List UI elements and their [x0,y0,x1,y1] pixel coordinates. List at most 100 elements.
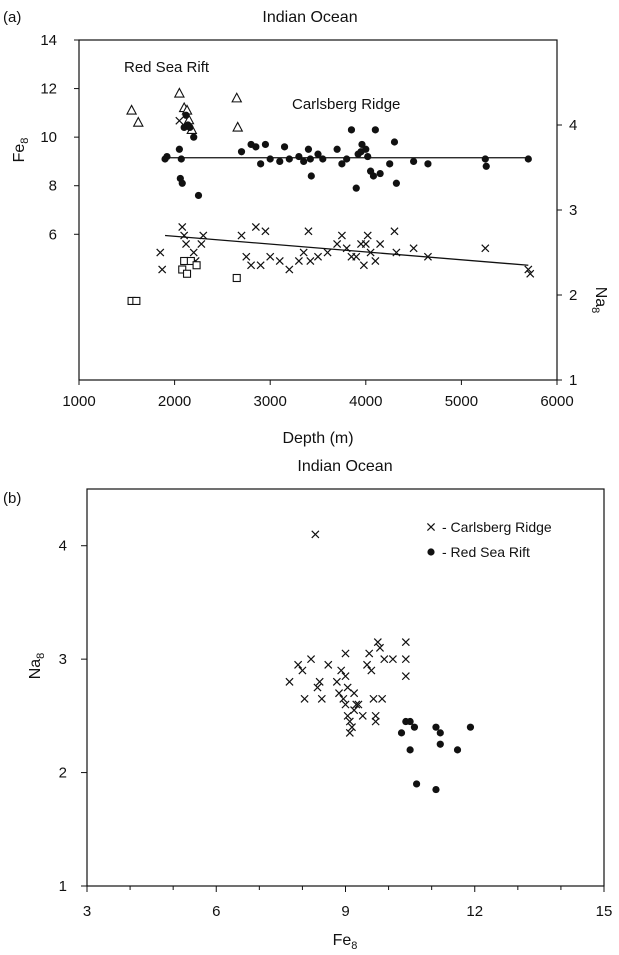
panel-b-point-dot [432,785,440,794]
panel-a-point-dot [300,157,308,166]
panel-a-point-x [247,261,256,270]
legend-label-carlsberg-ridge: - Carlsberg Ridge [442,519,552,535]
panel-b-x-tick-label: 6 [212,903,220,920]
panel-a-left-y-tick-label: 12 [40,81,57,98]
panel-b-point-x [300,694,309,703]
panel-b-point-x [367,666,376,675]
panel-a-trend-line [164,234,529,266]
panel-a-point-x [337,231,346,240]
panel-a-point-x [323,248,332,257]
panel-b-point-x [350,706,359,715]
panel-b-x-tick-label: 12 [466,903,483,920]
panel-a-point-dot [333,145,341,153]
panel-b-point-x [373,638,382,647]
panel-a-point-x [371,256,380,266]
panel-a-trend-lines [164,157,529,266]
panel-a-left-y-tick-label: 14 [40,32,57,49]
panel-a-point-x [294,256,303,266]
legend-marker-shape [427,548,435,556]
panel-a-point-dot [266,155,274,163]
panel-b-point-x [341,672,350,681]
panel-b-y-tick-label: 1 [59,878,67,895]
panel-a-data-points [126,87,535,306]
panel-b-y-tick-label: 3 [59,651,67,668]
panel-b-point-x [341,700,350,709]
panel-a-right-y-tick-label: 3 [569,202,577,219]
panel-b-point-x [332,677,341,686]
panel-a-point-x [242,252,251,261]
panel-b-point-dot [406,717,414,726]
panel-a-point-triangle [126,104,138,115]
panel-b-point-x [363,660,372,669]
panel-b-point-x [335,689,344,698]
panel-a-left-y-tick-label: 6 [49,226,57,243]
panel-b-point-dot [406,746,414,754]
panel-a-point-x [306,256,315,266]
panel-a-point-dot [390,138,399,146]
panel-b-point-x [352,700,361,709]
panel-a-left-y-axis-label: Fe8 [11,138,31,163]
panel-b-point-x [341,649,350,658]
panel-a-x-tick-label: 3000 [254,393,287,410]
panel-a-plot-frame [78,39,558,381]
panel-a-point-triangle [231,92,243,103]
panel-a-point-x [359,261,368,270]
panel-b-y-axis-label: Na8 [27,653,47,680]
panel-b-point-x [350,689,359,698]
panel-b-x-ticks: 3 6 9 12 15 [83,886,613,920]
panel-a-point-dot [295,152,303,161]
panel-b-legend: - Carlsberg Ridge - Red Sea Rift [426,519,552,560]
panel-b-point-x [388,655,397,664]
panel-a-point-x [524,265,533,274]
panel-a-point-x [361,239,370,249]
panel-b-point-dot [436,729,444,737]
panel-a-right-y-ticks: 1 2 3 4 [557,117,577,389]
panel-a-right-y-tick-label: 4 [569,117,577,134]
panel-a-point-dot [364,152,372,161]
panel-b-point-x [337,666,346,675]
panel-a-point-triangle [232,121,244,132]
panel-b-y-ticks: 1 2 3 4 [59,538,87,895]
panel-a-point-x [180,231,189,240]
panel-a-x-tick-label: 4000 [349,393,382,410]
legend-marker-shape [426,522,436,532]
panel-a-point-square [182,269,192,278]
panel-b-x-tick-label: 15 [596,903,613,920]
panel-a: (a) Indian Ocean 1000 2000 3000 4000 5000 600… [3,9,609,447]
panel-b-point-x [401,655,410,664]
panel-b-y-tick-label: 2 [59,765,67,782]
panel-a-point-dot [182,111,190,119]
panel-a-point-x [333,239,342,249]
panel-a-point-square [186,256,195,266]
panel-a-point-dot [358,140,366,149]
panel-b-point-x [380,655,389,664]
panel-a-point-x [256,261,265,270]
panel-b-point-dot [453,746,462,754]
panel-a-point-dot [252,143,260,151]
panel-b-point-x [345,717,354,726]
panel-a-x-tick-label: 1000 [62,393,95,410]
panel-a-point-dot [347,126,356,134]
panel-b-label: (b) [3,490,21,507]
panel-b-point-dot [432,723,440,731]
panel-a-point-x [261,227,270,236]
panel-a-x-ticks: 1000 2000 3000 4000 5000 6000 [62,380,574,410]
panel-a-point-dot [190,133,198,141]
panel-a-point-x [313,252,323,261]
panel-a-point-dot [285,155,293,163]
panel-a-point-dot [257,160,265,168]
panel-b-point-x [317,694,326,703]
panel-a-left-y-tick-label: 8 [49,178,57,195]
panel-b-point-x [285,677,294,686]
panel-b-point-x [371,717,380,726]
panel-a-point-dot [524,155,532,163]
panel-b-x-tick-label: 3 [83,903,91,920]
legend-marker-dot [427,548,435,556]
panel-a-point-x [266,252,275,261]
panel-a-point-dot [304,145,313,153]
panel-b-point-x [345,728,354,737]
panel-a-point-x [392,248,401,257]
panel-b-x-tick-label: 9 [341,903,349,920]
panel-b-data-points [285,530,475,794]
